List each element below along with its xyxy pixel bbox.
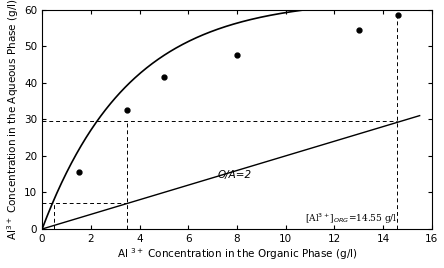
X-axis label: Al $^{3+}$ Concentration in the Organic Phase (g/l): Al $^{3+}$ Concentration in the Organic …: [117, 247, 357, 262]
Text: [Al$^{3+}$]$_{ORG}$=14.55 g/l: [Al$^{3+}$]$_{ORG}$=14.55 g/l: [305, 212, 398, 226]
Text: O/A=2: O/A=2: [218, 170, 252, 180]
Y-axis label: Al$^{3+}$ Concentration in the Aqueous Phase (g/l): Al$^{3+}$ Concentration in the Aqueous P…: [6, 0, 21, 240]
